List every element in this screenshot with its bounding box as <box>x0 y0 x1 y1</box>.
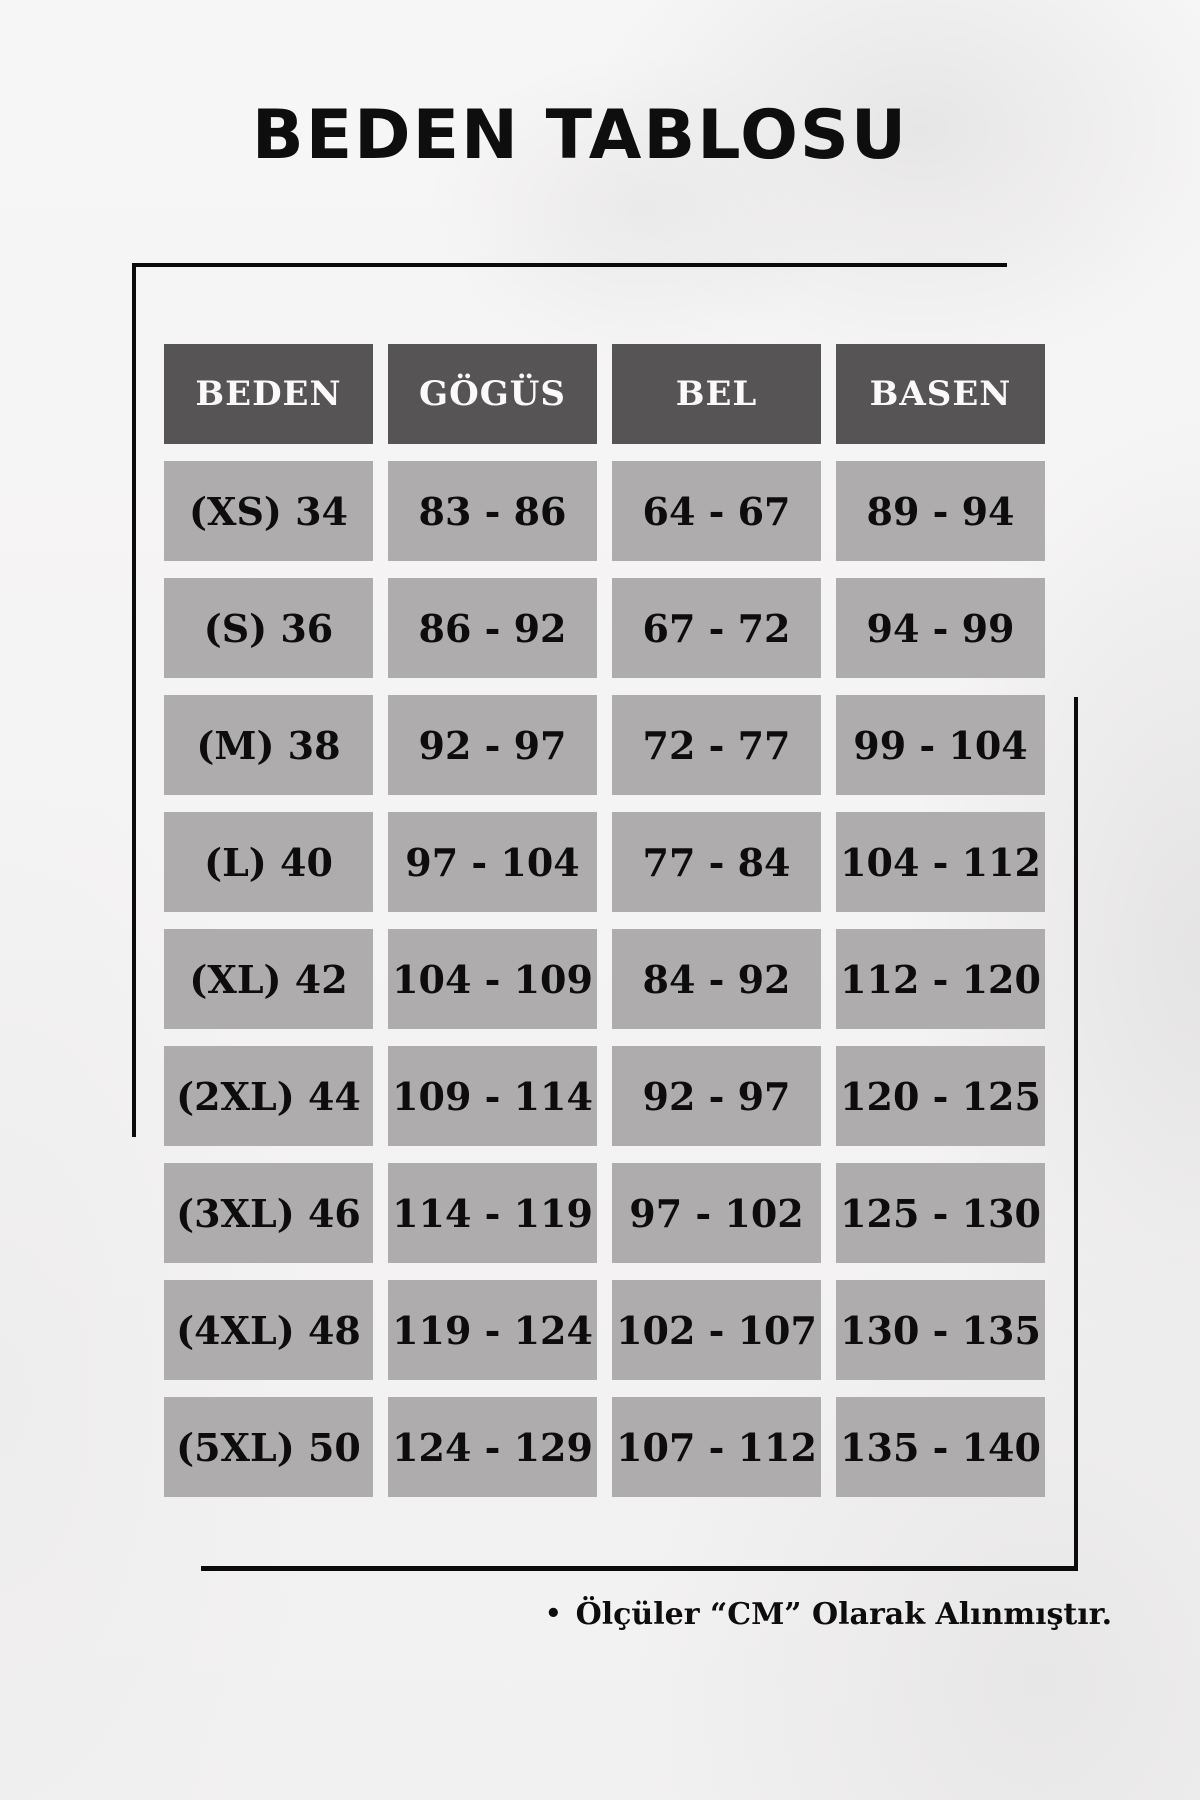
header-cell-2: GÖGÜS <box>388 344 597 444</box>
bullet-icon: • <box>545 1599 562 1629</box>
measurement-cell: 72 - 77 <box>612 695 821 795</box>
page-title: BEDEN TABLOSU <box>251 96 909 175</box>
size-table: BEDEN GÖGÜS BEL BASEN (XS) 34 83 - 86 64 - 67 8… <box>164 344 1045 1497</box>
size-label-cell: (M) 38 <box>164 695 373 795</box>
measurement-cell: 120 - 125 <box>836 1046 1045 1146</box>
size-label-cell: (L) 40 <box>164 812 373 912</box>
size-label-cell: (S) 36 <box>164 578 373 678</box>
measurement-cell: 97 - 102 <box>612 1163 821 1263</box>
measurement-cell: 124 - 129 <box>388 1397 597 1497</box>
measurement-cell: 104 - 112 <box>836 812 1045 912</box>
measurement-cell: 125 - 130 <box>836 1163 1045 1263</box>
decorative-frame-line-left <box>132 263 136 1137</box>
measurement-cell: 119 - 124 <box>388 1280 597 1380</box>
size-label-cell: (3XL) 46 <box>164 1163 373 1263</box>
measurement-cell: 77 - 84 <box>612 812 821 912</box>
measurement-cell: 109 - 114 <box>388 1046 597 1146</box>
size-label-cell: (2XL) 44 <box>164 1046 373 1146</box>
measurement-cell: 114 - 119 <box>388 1163 597 1263</box>
measurement-note-text: Ölçüler “CM” Olarak Alınmıştır. <box>575 1597 1113 1632</box>
measurement-note: • Ölçüler “CM” Olarak Alınmıştır. <box>545 1597 1145 1632</box>
size-label-cell: (XS) 34 <box>164 461 373 561</box>
measurement-cell: 107 - 112 <box>612 1397 821 1497</box>
measurement-cell: 89 - 94 <box>836 461 1045 561</box>
header-cell-4: BASEN <box>836 344 1045 444</box>
measurement-cell: 84 - 92 <box>612 929 821 1029</box>
measurement-cell: 67 - 72 <box>612 578 821 678</box>
measurement-cell: 97 - 104 <box>388 812 597 912</box>
decorative-frame-line-right <box>1074 697 1078 1571</box>
measurement-cell: 104 - 109 <box>388 929 597 1029</box>
measurement-cell: 92 - 97 <box>612 1046 821 1146</box>
size-label-cell: (4XL) 48 <box>164 1280 373 1380</box>
measurement-cell: 99 - 104 <box>836 695 1045 795</box>
decorative-frame-line-bottom <box>201 1566 1078 1571</box>
measurement-cell: 112 - 120 <box>836 929 1045 1029</box>
measurement-cell: 64 - 67 <box>612 461 821 561</box>
measurement-cell: 130 - 135 <box>836 1280 1045 1380</box>
decorative-frame-line-top <box>132 263 1007 267</box>
measurement-cell: 135 - 140 <box>836 1397 1045 1497</box>
measurement-cell: 86 - 92 <box>388 578 597 678</box>
measurement-cell: 83 - 86 <box>388 461 597 561</box>
header-cell-3: BEL <box>612 344 821 444</box>
measurement-cell: 102 - 107 <box>612 1280 821 1380</box>
header-cell-1: BEDEN <box>164 344 373 444</box>
size-label-cell: (5XL) 50 <box>164 1397 373 1497</box>
measurement-cell: 94 - 99 <box>836 578 1045 678</box>
size-label-cell: (XL) 42 <box>164 929 373 1029</box>
measurement-cell: 92 - 97 <box>388 695 597 795</box>
